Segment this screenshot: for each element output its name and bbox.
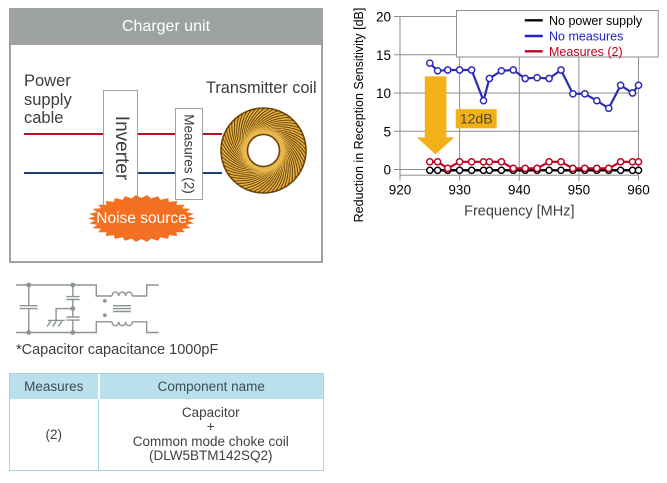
svg-text:No power supply: No power supply xyxy=(549,14,643,28)
svg-text:Reduction in Reception Sensiti: Reduction in Reception Sensitivity [dB] xyxy=(352,8,366,223)
svg-text:0: 0 xyxy=(383,163,391,178)
svg-text:Frequency [MHz]: Frequency [MHz] xyxy=(464,204,574,220)
svg-text:10: 10 xyxy=(376,86,391,101)
svg-text:15: 15 xyxy=(376,48,391,63)
svg-text:12dB: 12dB xyxy=(460,111,493,127)
svg-text:Measures (2): Measures (2) xyxy=(549,45,623,59)
svg-text:920: 920 xyxy=(389,183,412,198)
svg-text:5: 5 xyxy=(383,124,391,139)
svg-text:940: 940 xyxy=(508,183,531,198)
svg-text:20: 20 xyxy=(376,10,391,25)
svg-text:950: 950 xyxy=(568,183,591,198)
svg-text:No measures: No measures xyxy=(549,30,623,44)
svg-text:930: 930 xyxy=(448,183,471,198)
svg-text:960: 960 xyxy=(627,183,650,198)
